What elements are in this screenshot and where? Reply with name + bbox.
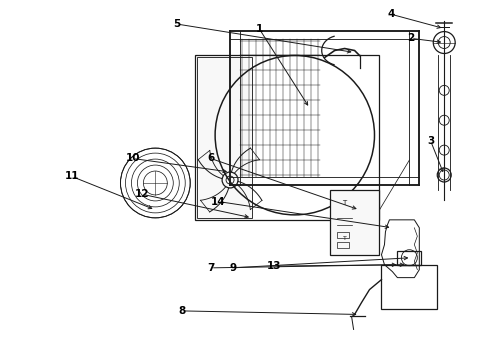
Bar [337, 232, 348, 238]
Text: 8: 8 [178, 306, 185, 316]
Text: 13: 13 [267, 261, 282, 271]
Text: 12: 12 [135, 189, 150, 199]
Text: 6: 6 [207, 153, 215, 163]
Text: 5: 5 [173, 19, 180, 29]
Text: 7: 7 [207, 263, 215, 273]
Text: 1: 1 [256, 24, 263, 35]
Text: 4: 4 [388, 9, 395, 19]
Bar [397, 251, 421, 265]
Bar [195, 55, 379, 220]
Text: 11: 11 [65, 171, 79, 181]
Bar [337, 242, 348, 248]
Bar [197, 58, 252, 218]
Text: 10: 10 [125, 153, 140, 163]
Text: 3: 3 [427, 136, 434, 145]
Text: 14: 14 [211, 197, 225, 207]
Text: T: T [343, 236, 346, 241]
Text: T: T [343, 200, 347, 206]
Text: 9: 9 [229, 263, 236, 273]
Bar [382, 265, 437, 310]
Bar [330, 190, 379, 255]
Text: 2: 2 [407, 33, 415, 43]
